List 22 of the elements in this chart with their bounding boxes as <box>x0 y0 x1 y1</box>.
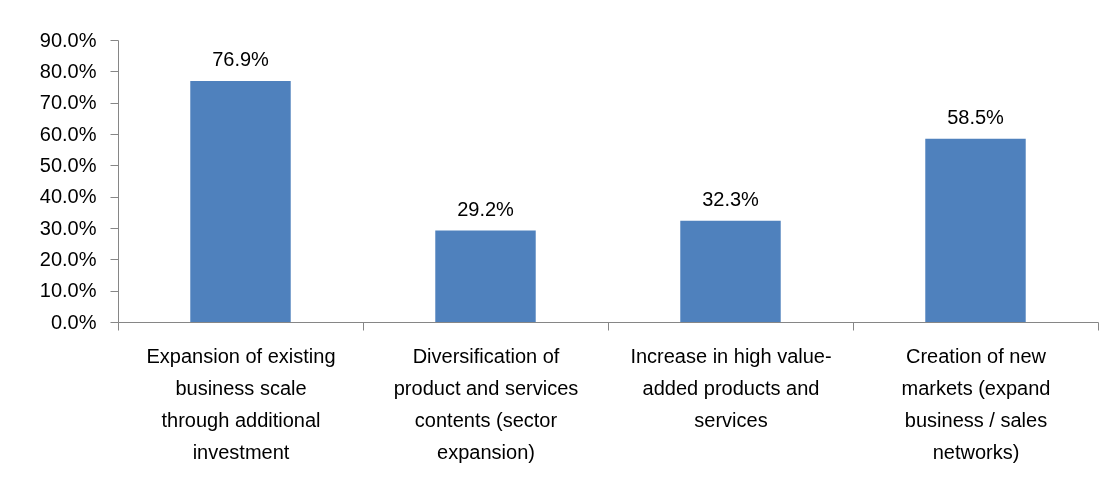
y-tick-label: 0.0% <box>50 310 97 333</box>
y-tick-label: 60.0% <box>39 122 97 145</box>
y-tick-label: 20.0% <box>39 247 97 270</box>
x-tick-label: Increase in high value-added products and services <box>630 344 832 431</box>
y-tick-label: 40.0% <box>39 185 97 208</box>
y-tick-label: 80.0% <box>39 59 97 82</box>
y-tick-label: 70.0% <box>39 91 97 114</box>
data-label: 58.5% <box>947 105 1005 128</box>
bar <box>435 230 536 322</box>
y-tick-label: 50.0% <box>39 153 97 176</box>
y-tick-label: 30.0% <box>39 216 97 239</box>
bar <box>680 220 781 322</box>
data-label: 32.3% <box>702 187 760 210</box>
bar <box>190 81 291 322</box>
x-tick-label: Expansion of existing business scale through additional investment <box>146 344 336 463</box>
bar <box>925 138 1026 322</box>
data-label: 76.9% <box>212 48 270 71</box>
x-tick-label: Diversification of product and services contents (sector expansion) <box>393 344 579 463</box>
x-tick-label: Creation of new markets (expand business / sales networks) <box>901 344 1051 463</box>
data-label: 29.2% <box>457 197 515 220</box>
y-tick-label: 90.0% <box>39 28 97 51</box>
y-tick-label: 10.0% <box>39 279 97 302</box>
